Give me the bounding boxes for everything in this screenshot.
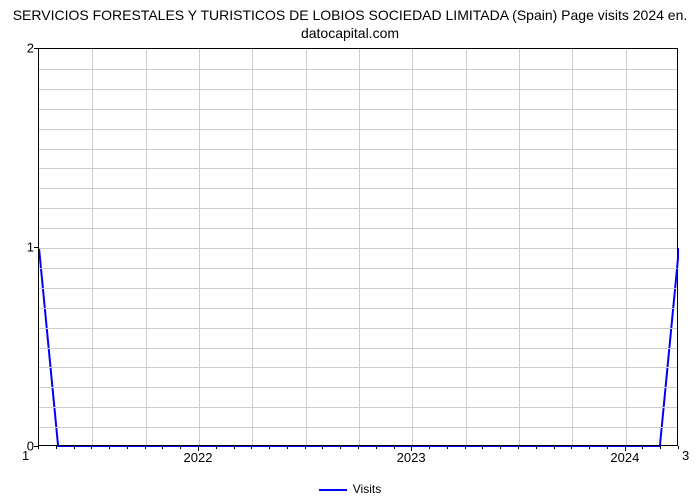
grid-line-h [39,208,677,209]
x-tick-minor [216,446,217,449]
x-tick-minor [198,446,199,449]
x-tick-minor [482,446,483,449]
legend: Visits [0,482,700,496]
grid-line-h [39,168,677,169]
x-tick-minor [589,446,590,449]
x-tick-minor [74,446,75,449]
x-tick-minor [447,446,448,449]
x-tick-minor [91,446,92,449]
y-tick-label: 1 [27,240,34,255]
grid-line-h [39,89,677,90]
y-tick-label: 2 [27,41,34,56]
x-tick-minor [571,446,572,449]
grid-line-h [39,308,677,309]
x-tick-minor [287,446,288,449]
grid-line-v [146,49,147,445]
grid-line-v [519,49,520,445]
x-tick-minor [411,446,412,449]
corner-bottom-right: 3 [682,448,689,463]
grid-line-v [252,49,253,445]
legend-label: Visits [353,482,381,496]
x-tick-minor [536,446,537,449]
title-line2: datocapital.com [301,25,399,41]
grid-line-h [39,129,677,130]
x-tick-minor [394,446,395,449]
x-tick-minor [358,446,359,449]
grid-line-h [39,328,677,329]
grid-line-v [92,49,93,445]
x-tick-minor [145,446,146,449]
x-tick-minor [234,446,235,449]
chart-title: SERVICIOS FORESTALES Y TURISTICOS DE LOB… [0,6,700,42]
x-tick-minor [162,446,163,449]
x-tick-minor [607,446,608,449]
x-tick-minor [305,446,306,449]
x-tick-minor [678,446,679,449]
grid-line-h [39,288,677,289]
grid-line-h [39,367,677,368]
x-tick-minor [340,446,341,449]
grid-line-h [39,427,677,428]
grid-line-h [39,188,677,189]
x-tick-minor [38,446,39,449]
legend-swatch [319,489,347,491]
grid-line-v [359,49,360,445]
x-tick-minor [56,446,57,449]
x-tick-minor [518,446,519,449]
grid-line-h [39,407,677,408]
grid-line-h [39,387,677,388]
x-tick-minor [554,446,555,449]
grid-line-v [412,49,413,445]
title-line1: SERVICIOS FORESTALES Y TURISTICOS DE LOB… [13,7,688,23]
grid-line-v [306,49,307,445]
grid-line-v [466,49,467,445]
grid-line-v [199,49,200,445]
x-tick-label: 2022 [184,450,213,465]
x-tick-minor [269,446,270,449]
grid-line-h [39,248,677,249]
x-tick-minor [642,446,643,449]
grid-line-h [39,268,677,269]
x-tick-minor [625,446,626,449]
grid-line-h [39,228,677,229]
chart-container: SERVICIOS FORESTALES Y TURISTICOS DE LOB… [0,0,700,500]
x-tick-minor [376,446,377,449]
grid-line-h [39,109,677,110]
y-tick-mark [34,48,38,49]
x-tick-minor [109,446,110,449]
x-tick-minor [465,446,466,449]
x-tick-label: 2024 [610,450,639,465]
grid-line-h [39,69,677,70]
x-tick-minor [429,446,430,449]
x-tick-label: 2023 [397,450,426,465]
grid-line-h [39,149,677,150]
x-tick-minor [500,446,501,449]
x-tick-minor [127,446,128,449]
x-tick-minor [180,446,181,449]
x-tick-minor [660,446,661,449]
grid-line-v [572,49,573,445]
grid-line-h [39,348,677,349]
x-tick-minor [322,446,323,449]
corner-bottom-left: 1 [22,448,29,463]
x-tick-minor [251,446,252,449]
y-tick-mark [34,247,38,248]
plot-area [38,48,678,446]
grid-line-v [626,49,627,445]
